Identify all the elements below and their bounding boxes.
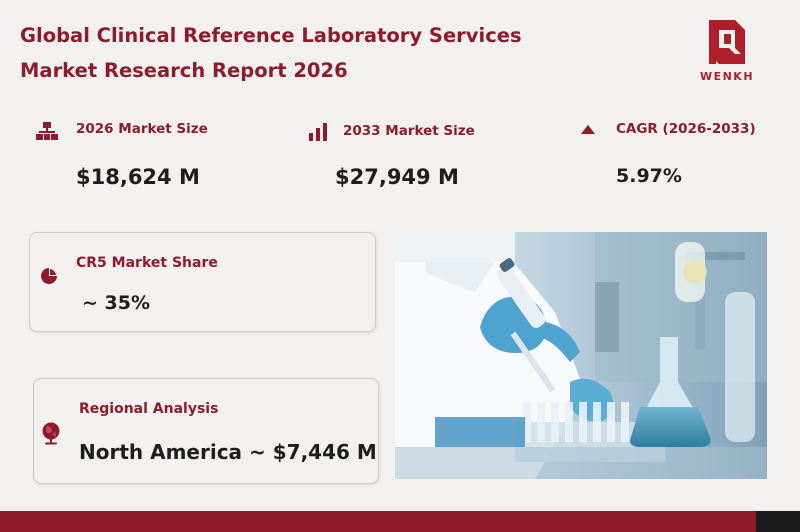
triangle-up-icon: [581, 125, 595, 134]
bar-chart-icon: [309, 123, 327, 141]
stat-cagr: CAGR (2026-2033) 5.97%: [580, 120, 790, 200]
org-chart-icon: [36, 122, 58, 140]
globe-icon: [42, 422, 60, 445]
footer-bar: [0, 511, 756, 532]
report-title-line-2: Market Research Report 2026: [20, 59, 348, 82]
stat-cagr-label: CAGR (2026-2033): [616, 121, 756, 137]
laboratory-pipette-photo: [395, 232, 767, 479]
card-cr5-market-share: CR5 Market Share ~ 35%: [29, 232, 376, 332]
card-cr5-value: ~ 35%: [82, 292, 151, 314]
wenkh-logo-mark-icon: [709, 20, 745, 64]
stat-2033-market-size: 2033 Market Size $27,949 M: [308, 120, 538, 200]
card-regional-value: North America ~ $7,446 M: [79, 440, 377, 464]
card-regional-analysis: Regional Analysis North America ~ $7,446…: [33, 378, 379, 484]
stat-2026-market-size: 2026 Market Size $18,624 M: [36, 120, 266, 200]
stat-2033-label: 2033 Market Size: [343, 123, 475, 139]
card-regional-label: Regional Analysis: [79, 401, 219, 417]
pie-chart-icon: [41, 268, 57, 284]
stat-2033-value: $27,949 M: [335, 165, 459, 189]
stat-cagr-value: 5.97%: [616, 165, 682, 187]
footer-corner: [756, 511, 800, 532]
stat-2026-value: $18,624 M: [76, 165, 200, 189]
report-title: Global Clinical Reference Laboratory Ser…: [20, 18, 522, 88]
card-cr5-label: CR5 Market Share: [76, 255, 218, 271]
logo-text: WENKH: [699, 70, 755, 83]
stat-2026-label: 2026 Market Size: [76, 121, 208, 137]
report-title-line-1: Global Clinical Reference Laboratory Ser…: [20, 24, 522, 47]
wenkh-logo: WENKH: [680, 18, 774, 88]
